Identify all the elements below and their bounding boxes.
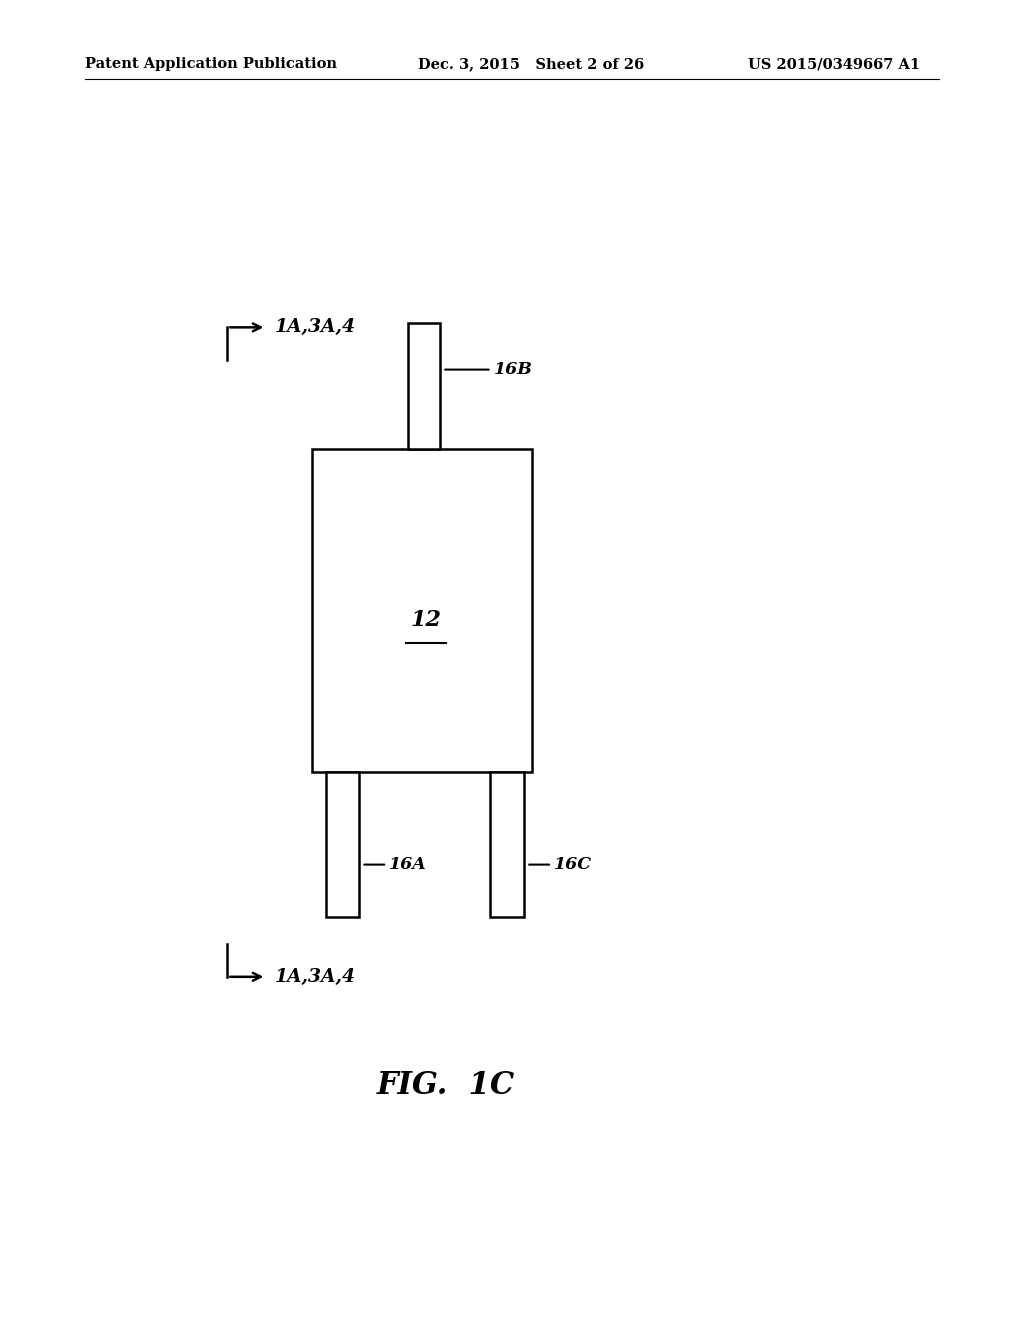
Text: 1A,3A,4: 1A,3A,4 [274, 318, 355, 337]
Text: 1A,3A,4: 1A,3A,4 [274, 968, 355, 986]
Bar [490, 772, 524, 917]
Text: 12: 12 [411, 610, 441, 631]
Bar [408, 323, 440, 449]
Text: 16C: 16C [554, 857, 592, 873]
Bar [312, 449, 532, 772]
Text: FIG.  1C: FIG. 1C [377, 1069, 514, 1101]
Text: 16A: 16A [389, 857, 427, 873]
Bar [326, 772, 359, 917]
Text: Patent Application Publication: Patent Application Publication [85, 57, 337, 71]
Text: 16B: 16B [494, 362, 532, 378]
Text: Dec. 3, 2015   Sheet 2 of 26: Dec. 3, 2015 Sheet 2 of 26 [418, 57, 644, 71]
Text: US 2015/0349667 A1: US 2015/0349667 A1 [748, 57, 920, 71]
